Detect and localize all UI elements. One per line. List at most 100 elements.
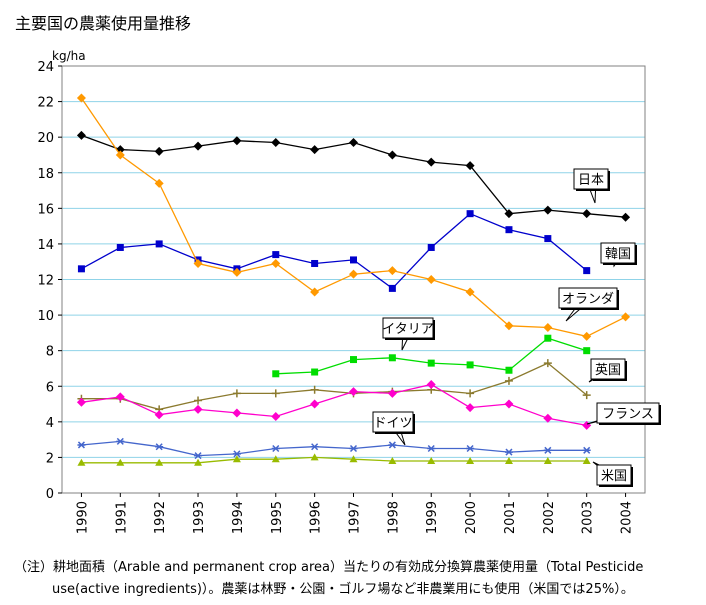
callout-4: 英国 [588,358,627,383]
data-point [387,388,397,398]
y-tick-label: 0 [46,487,54,502]
callout-box [590,358,626,380]
data-point [232,389,241,398]
callout-6: ドイツ [372,411,415,446]
x-tick-label: 1996 [309,501,324,534]
data-point [154,410,164,420]
callout-0: 日本 [573,168,610,204]
y-tick-label: 6 [46,380,54,395]
series-lines [76,93,631,466]
callout-box [573,168,609,190]
data-point [543,413,553,423]
data-point [77,458,86,466]
data-point [310,287,320,297]
data-point [115,150,125,160]
series-line [275,337,587,375]
callout-5: フランス [586,402,661,425]
x-tick-label: 2004 [620,501,635,534]
series-label: オランダ [562,292,614,307]
x-tick-label: 1998 [386,501,401,534]
y-tick-label: 8 [46,345,54,360]
data-point [504,376,513,385]
data-point [583,347,591,355]
x-tick-label: 1990 [75,501,90,534]
data-point [465,161,475,171]
data-point [543,456,552,464]
data-point [388,284,396,292]
y-tick-label: 14 [37,238,54,253]
data-point [310,399,320,409]
data-point [583,267,591,275]
data-point [349,455,358,463]
y-tick-label: 22 [37,96,54,111]
data-point [426,275,436,284]
data-point [621,312,631,322]
data-point [154,178,164,188]
data-point [193,141,203,151]
data-point [116,243,124,251]
x-tick-label: 2002 [542,501,557,534]
data-point [505,226,513,234]
data-point [582,456,591,464]
data-point [504,321,514,331]
data-point [350,356,357,364]
series-label: 英国 [595,363,621,378]
callout-box [596,464,632,486]
y-axis-unit-label: kg/ha [52,49,86,63]
data-point [387,150,397,160]
series-0 [76,130,631,222]
data-point [194,458,203,466]
x-tick-label: 2000 [464,501,479,534]
series-line [81,362,588,411]
data-point [311,368,319,376]
data-point [466,210,474,218]
y-tick-label: 12 [37,274,54,289]
data-point [427,359,435,367]
data-point [349,138,358,148]
y-tick-label: 4 [46,416,54,431]
data-point [271,258,281,268]
data-point [504,399,514,409]
data-point [427,444,436,453]
callout-box [600,242,636,264]
data-point [621,212,631,222]
series-line [81,456,587,464]
x-tick-label: 1991 [114,501,129,534]
data-point [310,453,319,461]
y-tick-label: 10 [37,309,54,324]
data-point [194,396,203,405]
data-point [387,266,397,276]
data-point [582,331,592,341]
data-point [76,93,86,103]
data-point [116,437,125,445]
callout-box [596,402,660,424]
data-point [232,408,242,418]
footnote-line-1: （注）耕地面積（Arable and permanent crop area）当… [14,560,644,575]
series-7 [77,453,591,466]
data-point [310,443,319,451]
data-point [426,157,436,167]
data-point [232,450,241,458]
data-point [116,458,125,466]
data-point [427,456,436,464]
data-point [271,411,281,421]
data-point [466,389,475,398]
data-point [504,456,513,464]
data-point [232,455,241,463]
data-point [543,359,552,368]
callout-box [558,287,618,309]
series-2 [76,93,631,341]
data-point [388,456,397,464]
chart-title: 主要国の農薬使用量推移 [15,14,192,33]
y-tick-label: 2 [46,451,54,466]
data-point [465,403,475,413]
data-point [349,444,358,453]
data-point [154,146,164,156]
series-1 [77,210,591,292]
data-point [232,136,242,146]
data-point [155,240,163,248]
data-point [232,267,242,277]
data-point [155,443,164,451]
data-point [388,441,397,449]
